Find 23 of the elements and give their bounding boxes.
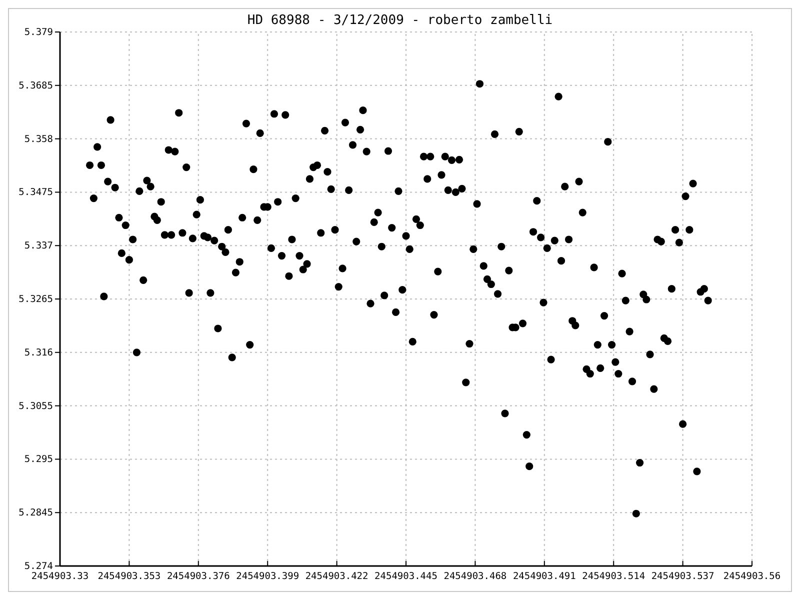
y-tick-label: 5.3265 (18, 294, 53, 305)
y-tick-label: 5.316 (24, 347, 54, 358)
y-tick-label: 5.337 (24, 240, 53, 252)
x-tick-label: 2454903.445 (374, 571, 438, 582)
x-tick-label: 2454903.537 (651, 571, 714, 582)
y-tick-label: 5.3685 (18, 80, 53, 92)
chart-title: HD 68988 - 3/12/2009 - roberto zambelli (247, 13, 553, 28)
y-tick-label: 5.295 (24, 454, 53, 466)
y-tick-label: 5.3475 (18, 187, 53, 198)
x-tick-label: 2454903.468 (444, 571, 507, 582)
x-tick-label: 2454903.56 (723, 571, 781, 582)
y-tick-label: 5.2845 (18, 508, 53, 519)
y-tick-label: 5.3055 (18, 400, 53, 412)
x-tick-label: 2454903.376 (166, 571, 230, 582)
y-tick-label: 5.274 (24, 561, 54, 572)
x-tick-label: 2454903.514 (582, 571, 646, 582)
x-tick-label: 2454903.33 (31, 571, 89, 582)
y-tick-label: 5.358 (24, 134, 54, 145)
y-tick-label: 5.379 (24, 27, 54, 38)
x-tick-label: 2454903.353 (98, 571, 161, 582)
x-tick-label: 2454903.399 (236, 571, 300, 582)
x-tick-label: 2454903.422 (305, 571, 368, 582)
x-tick-label: 2454903.491 (512, 571, 576, 582)
